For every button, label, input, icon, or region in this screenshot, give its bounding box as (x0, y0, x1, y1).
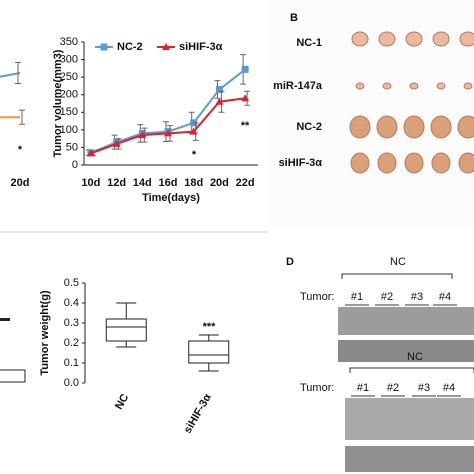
box (188, 340, 230, 364)
x-tick-label: 20d (11, 177, 30, 189)
y-tick-label: 350 (60, 36, 78, 48)
tumor (382, 82, 392, 90)
tumor (377, 152, 397, 174)
tumor (463, 82, 473, 90)
error-bar (15, 61, 21, 84)
legend-label: NC-2 (117, 41, 143, 53)
marker (215, 85, 223, 93)
marker (241, 94, 250, 102)
tumor (405, 31, 423, 47)
partial-box (0, 369, 26, 383)
lane-label: #2 (387, 382, 399, 394)
blot-band (345, 446, 474, 472)
y-axis-title: Tumor volume(mm3) (52, 49, 64, 157)
y-tick-label: 300 (60, 53, 78, 65)
tumor (430, 115, 452, 139)
x-tick-label: 20d (210, 177, 229, 189)
annotation: * (18, 144, 23, 156)
y-tick-label: 150 (60, 106, 78, 118)
lane-label: #1 (351, 291, 363, 303)
tumor (403, 115, 425, 139)
tumor-photo (349, 31, 474, 174)
blot-band (345, 398, 474, 440)
bracket (341, 273, 453, 279)
y-tick-label: 0.4 (64, 297, 79, 309)
y-tick-label: 0.2 (64, 337, 79, 349)
lane-label: #3 (411, 291, 423, 303)
partial-box (0, 318, 10, 321)
row-label: siHIF-3α (279, 157, 323, 169)
marker (215, 97, 224, 105)
group-label: NC (390, 256, 406, 268)
tumor (458, 152, 474, 174)
y-tick-label: 0.1 (64, 357, 79, 369)
row-label: Tumor: (300, 291, 334, 303)
tumor (351, 31, 369, 47)
group-label: NC (407, 351, 423, 363)
marker (189, 127, 198, 135)
panel-label: D (286, 256, 294, 268)
marker (112, 139, 121, 147)
marker (241, 65, 249, 73)
x-axis-title: Time(days) (142, 192, 200, 204)
tumor (432, 31, 450, 47)
panel-label: B (290, 12, 298, 24)
tumor (376, 115, 398, 139)
legend-label: siHIF-3α (179, 41, 223, 53)
row-label: miR-147a (273, 80, 323, 92)
tumor (350, 152, 370, 174)
bracket (349, 367, 474, 373)
x-tick-label: 12d (107, 177, 126, 189)
row-label: NC-2 (296, 121, 322, 133)
error-bar (19, 109, 25, 125)
annotation: *** (203, 321, 217, 333)
tumor (459, 31, 474, 47)
row-label: NC-1 (296, 37, 322, 49)
tumor (457, 115, 474, 139)
tumor (355, 82, 365, 90)
x-tick-label: siHIF-3α (182, 392, 214, 436)
y-tick-label: 250 (60, 71, 78, 83)
lane-label: #3 (418, 382, 430, 394)
y-tick-label: 100 (60, 124, 78, 136)
y-tick-label: 0 (72, 159, 78, 171)
box (105, 318, 147, 342)
x-tick-label: 22d (236, 177, 255, 189)
legend-marker (100, 43, 108, 51)
y-tick-label: 0.5 (64, 277, 79, 289)
y-tick-label: 50 (66, 141, 78, 153)
x-tick-label: 18d (184, 177, 203, 189)
y-tick-label: 0.3 (64, 317, 79, 329)
x-tick-label: 16d (159, 177, 178, 189)
row-label: Tumor: (300, 382, 334, 394)
x-tick-label: NC (113, 392, 131, 412)
series-line (0, 71, 21, 78)
lane-label: #1 (357, 382, 369, 394)
y-axis-title: Tumor weight(g) (39, 290, 51, 376)
tumor (431, 152, 451, 174)
tumor (349, 115, 371, 139)
blot-band (338, 307, 474, 335)
lane-label: #2 (381, 291, 393, 303)
legend-marker (162, 43, 170, 50)
y-tick-label: 200 (60, 89, 78, 101)
annotation: * (192, 149, 197, 161)
marker (86, 149, 95, 157)
x-tick-label: 10d (81, 177, 100, 189)
marker (164, 129, 172, 137)
tumor (404, 152, 424, 174)
annotation: ** (241, 120, 250, 132)
tumor (436, 82, 446, 90)
lane-label: #4 (443, 382, 455, 394)
tumor (409, 82, 419, 90)
blot-band (338, 340, 474, 362)
tumor (378, 31, 396, 47)
y-tick-label: 0.0 (64, 377, 79, 389)
marker (138, 131, 147, 139)
lane-label: #4 (439, 291, 451, 303)
x-tick-label: 14d (133, 177, 152, 189)
